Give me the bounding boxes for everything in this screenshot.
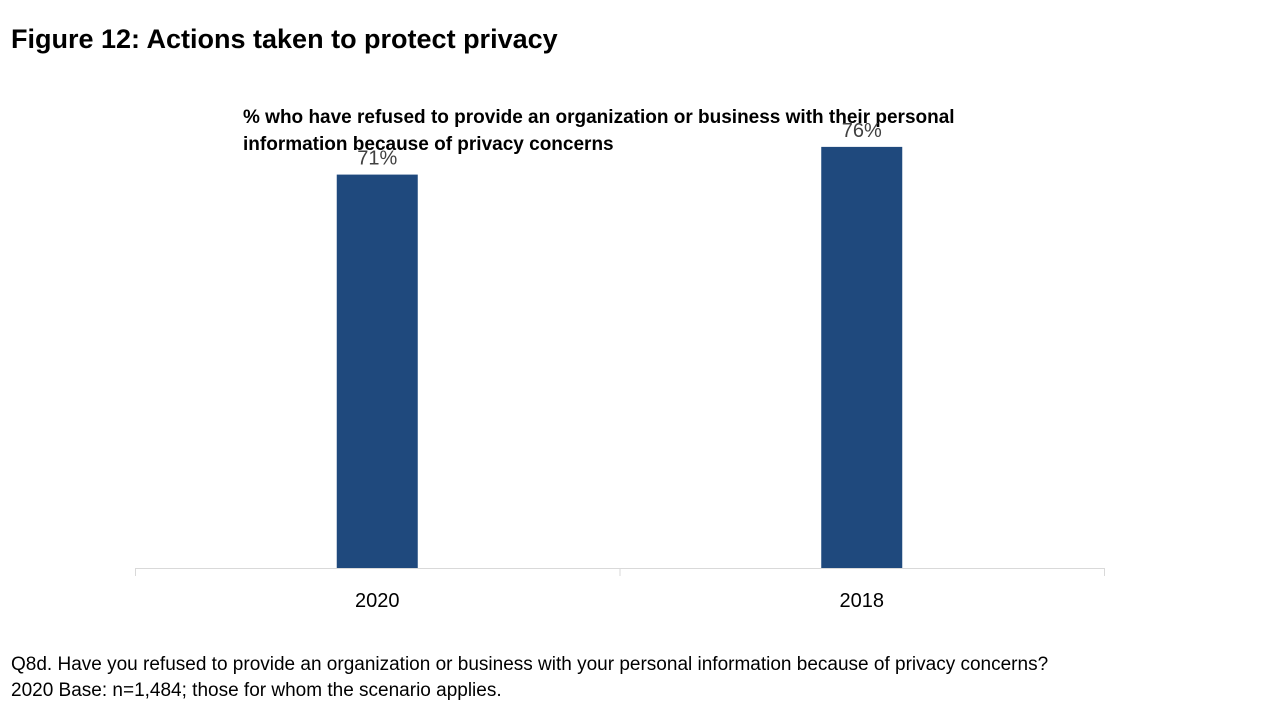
chart-title: % who have refused to provide an organiz… [243,107,955,155]
data-label-2018: 76% [842,120,882,142]
bars-group: 71% 76% [336,120,903,569]
x-axis: 2020 2018 [135,568,1105,612]
bar-2018 [821,146,903,568]
x-tick-label-2018: 2018 [840,590,885,612]
footnote: Q8d. Have you refused to provide an orga… [11,652,1048,704]
figure-title: Figure 12: Actions taken to protect priv… [11,24,558,54]
bar-2020 [336,174,418,569]
data-label-2020: 71% [357,148,397,170]
footnote-question: Q8d. Have you refused to provide an orga… [11,654,1049,675]
x-tick-label-2020: 2020 [355,590,400,612]
footnote-base: 2020 Base: n=1,484; those for whom the s… [11,680,502,701]
